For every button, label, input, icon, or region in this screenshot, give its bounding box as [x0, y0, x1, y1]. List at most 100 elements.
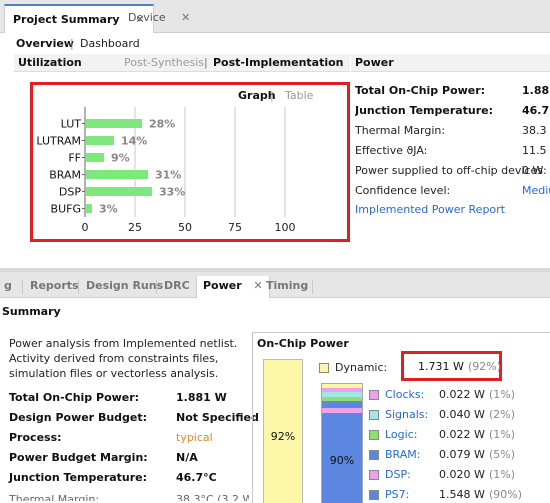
summary-row: Thermal Margin: 38.3°C (3.2 W) [9, 491, 249, 501]
power-row-value: 46.7 ° [522, 104, 550, 117]
dsp-link[interactable]: DSP: [385, 468, 411, 481]
logic-link[interactable]: Logic: [385, 428, 418, 441]
power-row-label: Effective ϑJA: [355, 144, 428, 157]
dsp-value: 0.020 W [439, 468, 485, 481]
clocks-link[interactable]: Clocks: [385, 388, 425, 401]
bram-value: 0.079 W [439, 448, 485, 461]
tab-device-label: Device [128, 11, 166, 24]
stack-segment-logic [322, 397, 362, 401]
category-label: BRAM [49, 169, 81, 182]
dsp-percent: (1%) [489, 468, 516, 481]
on-chip-power-title: On-Chip Power [257, 337, 349, 350]
summary-row-value: N/A [176, 451, 198, 464]
stack-segment-clocks [322, 388, 362, 392]
signals-value: 0.040 W [439, 408, 485, 421]
dynamic-power-percent: 90% [329, 454, 355, 467]
utilization-header: Utilization Post-Synthesis | Post-Implem… [14, 54, 350, 72]
utilization-chart-panel: Graph | Table 0 25 50 75 100 Utilization (%) L… [30, 82, 350, 242]
power-row-label: Power supplied to off-chip devices: [355, 164, 547, 177]
bar-value-label: 9% [111, 152, 130, 165]
tab-post-implementation[interactable]: Post-Implementation [213, 56, 344, 69]
bar-bram [86, 170, 148, 179]
tab-design-runs-label: Design Runs [86, 279, 164, 292]
dynamic-label: Dynamic: [335, 361, 388, 374]
power-row-label: Total On-Chip Power: [355, 84, 486, 97]
power-row-value: 11.5 ° [522, 144, 550, 157]
bar-value-label: 28% [149, 118, 175, 131]
clocks-value: 0.022 W [439, 388, 485, 401]
logic-swatch [369, 430, 379, 440]
ps7-swatch [369, 490, 379, 500]
process-value: typical [176, 431, 213, 444]
stack-segment-static [322, 384, 362, 388]
subnav-dashboard[interactable]: Dashboard [80, 37, 140, 50]
dynamic-power-stack: 90% [321, 383, 363, 503]
tab-drc[interactable]: DRC [158, 276, 196, 298]
utilization-title: Utilization [18, 56, 82, 69]
utilization-bar-chart: 0 25 50 75 100 Utilization (%) LUT 28% LUTRAM 14%… [36, 107, 296, 239]
tab-device[interactable]: Device ✕ [120, 4, 198, 33]
tab-design-runs[interactable]: Design Runs [80, 276, 169, 298]
category-label: DSP [59, 186, 81, 199]
x-tick-label: 25 [128, 221, 142, 234]
static-power-bar: 92% [263, 359, 303, 503]
close-icon[interactable]: ✕ [135, 13, 145, 26]
view-table-toggle[interactable]: Table [285, 89, 314, 102]
panel-divider[interactable] [0, 268, 550, 272]
x-axis-label: Utilization (%) [146, 237, 224, 239]
dynamic-value-highlight: 1.731 W (92%) [401, 351, 502, 381]
dynamic-value: 1.731 W [418, 360, 464, 373]
confidence-level-link[interactable]: Mediu [522, 184, 550, 197]
subnav-separator: | [70, 37, 74, 50]
summary-row-label: Process: [9, 431, 62, 444]
implemented-power-report-link[interactable]: Implemented Power Report [355, 203, 505, 216]
logic-percent: (1%) [489, 428, 516, 441]
summary-row-label: Thermal Margin: [9, 493, 100, 501]
ps7-link[interactable]: PS7: [385, 488, 410, 501]
tab-post-synthesis[interactable]: Post-Synthesis [124, 56, 205, 69]
clocks-swatch [369, 390, 379, 400]
signals-link[interactable]: Signals: [385, 408, 429, 421]
dynamic-percent: (92%) [468, 360, 502, 373]
tab-reports-label: Reports [30, 279, 79, 292]
dynamic-legend-swatch [319, 363, 329, 373]
component-row-ps7: PS7: 1.548 W (90%) [367, 485, 550, 503]
power-row-label: Thermal Margin: [355, 124, 446, 137]
summary-row: Design Power Budget: Not Specified [9, 409, 259, 429]
category-label: FF [68, 152, 81, 165]
ps7-value: 1.548 W [439, 488, 485, 501]
power-row-value: 38.3 ° [522, 124, 550, 137]
component-row-bram: BRAM: 0.079 W (5%) [367, 445, 550, 465]
tab-timing[interactable]: Timing [260, 276, 314, 298]
bar-lut [86, 119, 142, 128]
power-row-label: Junction Temperature: [355, 104, 494, 117]
component-row-clocks: Clocks: 0.022 W (1%) [367, 385, 550, 405]
summary-row-label: Design Power Budget: [9, 411, 148, 424]
tab-separator [156, 280, 157, 294]
summary-row: Power Budget Margin: N/A [9, 449, 249, 469]
view-graph-toggle[interactable]: Graph [238, 89, 276, 102]
tab-power[interactable]: Power ✕ [196, 276, 270, 298]
tab-project-summary[interactable]: Project Summary ✕ [4, 4, 154, 33]
x-tick-label: 0 [82, 221, 89, 234]
power-row: Power supplied to off-chip devices: 0 W [355, 162, 550, 182]
close-icon[interactable]: ✕ [181, 11, 191, 24]
stack-segment-signals [322, 392, 362, 397]
component-row-logic: Logic: 0.022 W (1%) [367, 425, 550, 445]
clocks-percent: (1%) [489, 388, 516, 401]
tab-log[interactable]: g [0, 276, 18, 298]
subnav-overview[interactable]: Overview [16, 37, 74, 50]
stack-segment-bram [322, 401, 362, 408]
signals-percent: (2%) [489, 408, 516, 421]
power-row: Effective ϑJA: 11.5 ° [355, 142, 550, 162]
category-label: LUTRAM [36, 135, 81, 148]
category-label: LUT [61, 118, 82, 131]
summary-row: Junction Temperature: 46.7°C [9, 469, 249, 489]
bar-lutram [86, 136, 114, 145]
bram-link[interactable]: BRAM: [385, 448, 421, 461]
tab-reports[interactable]: Reports [24, 276, 85, 298]
summary-row-label: Power Budget Margin: [9, 451, 148, 464]
bar-bufg [86, 204, 92, 213]
x-tick-label: 50 [178, 221, 192, 234]
close-icon[interactable]: ✕ [253, 279, 263, 292]
